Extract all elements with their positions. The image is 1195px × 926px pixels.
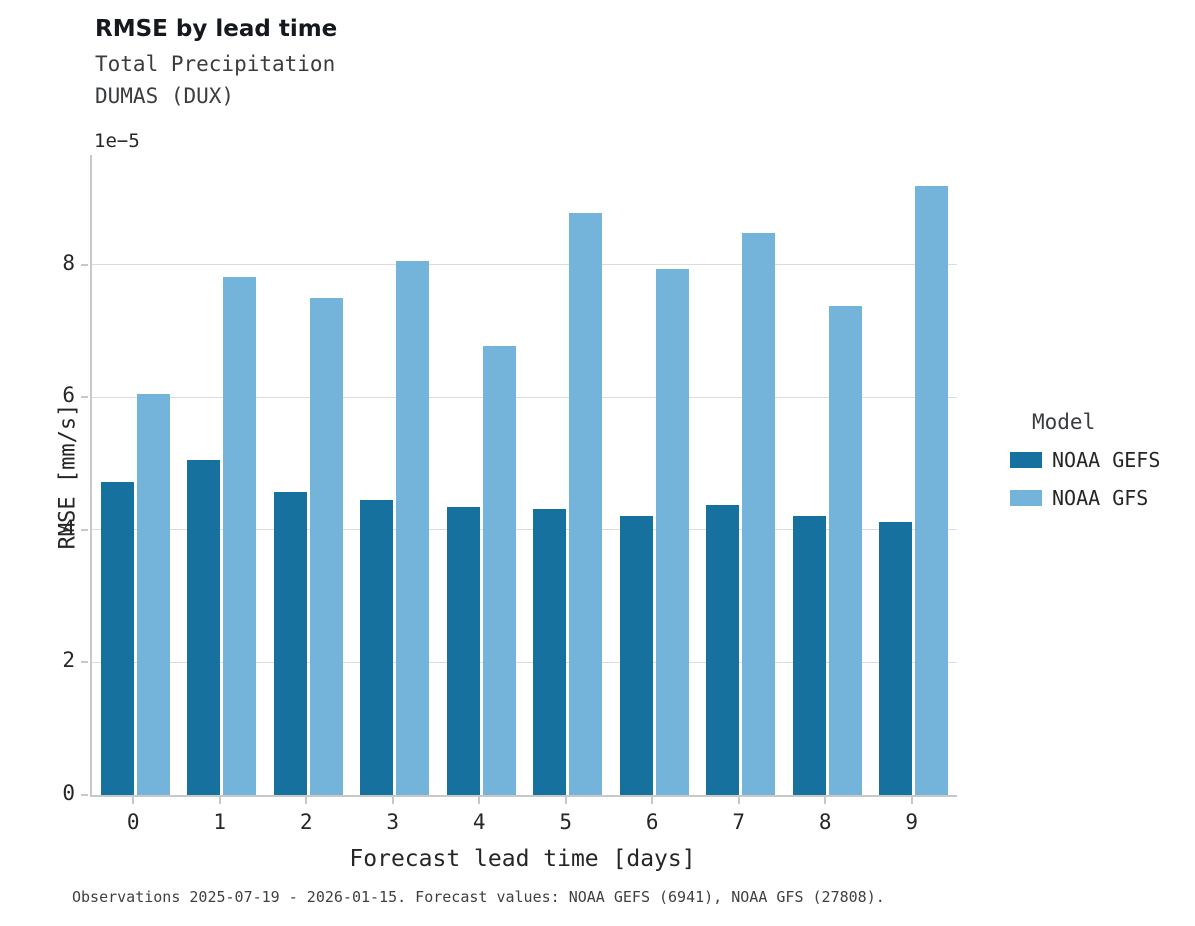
bar-group (438, 155, 525, 795)
x-tick-mark (218, 797, 221, 804)
legend-label: NOAA GFS (1052, 486, 1149, 510)
plot-area (90, 155, 957, 797)
x-axis-label: Forecast lead time [days] (349, 846, 696, 872)
bar (828, 306, 862, 795)
bar (273, 492, 307, 795)
caption: Observations 2025-07-19 - 2026-01-15. Fo… (72, 888, 885, 906)
legend-swatch (1010, 490, 1042, 506)
y-axis-offset-text: 1e−5 (94, 130, 140, 152)
bar (100, 482, 134, 795)
x-tick-label: 9 (905, 810, 919, 834)
x-tick-label: 0 (126, 810, 140, 834)
bars-container (92, 155, 957, 795)
bar (396, 261, 430, 795)
bar-group (698, 155, 785, 795)
y-tick-mark (81, 396, 88, 399)
chart-subtitle-line1: Total Precipitation (95, 52, 336, 76)
x-tick-label: 6 (645, 810, 659, 834)
legend-entries: NOAA GEFS NOAA GFS (1010, 448, 1160, 510)
x-tick-mark (132, 797, 135, 804)
bar (360, 500, 394, 795)
x-tick-mark (478, 797, 481, 804)
bar (742, 233, 776, 795)
bar-group (352, 155, 439, 795)
gridline (92, 661, 957, 663)
gridline (92, 396, 957, 398)
chart-subtitle-line2: DUMAS (DUX) (95, 84, 235, 108)
bar (482, 345, 516, 795)
x-tick-mark (564, 797, 567, 804)
bar (187, 459, 221, 795)
bar (879, 522, 913, 795)
y-tick-label: 2 (62, 648, 75, 673)
bar-group (784, 155, 871, 795)
bar (223, 276, 257, 795)
y-tick-mark (81, 528, 88, 531)
y-tick-mark (81, 794, 88, 796)
legend-swatch (1010, 452, 1042, 468)
legend-entry: NOAA GEFS (1010, 448, 1160, 472)
bar (915, 186, 949, 795)
bar-group (92, 155, 179, 795)
bar (533, 508, 567, 795)
bar (706, 504, 740, 795)
x-tick-label: 1 (213, 810, 227, 834)
x-tick-mark (391, 797, 394, 804)
y-tick-mark (81, 263, 88, 266)
bar (792, 516, 826, 795)
x-tick-label: 3 (386, 810, 400, 834)
bar (619, 516, 653, 795)
chart-title: RMSE by lead time (95, 16, 338, 42)
y-tick-label: 6 (62, 383, 75, 408)
bar (309, 298, 343, 795)
gridline (92, 529, 957, 530)
legend: Model NOAA GEFS NOAA GFS (1010, 410, 1160, 524)
x-tick-mark (737, 797, 740, 804)
y-tick-label: 8 (62, 250, 75, 275)
x-tick-label: 4 (472, 810, 486, 834)
bar (136, 394, 170, 795)
bar (655, 268, 689, 795)
bar-group (265, 155, 352, 795)
x-tick-label: 5 (559, 810, 573, 834)
x-tick-label: 8 (818, 810, 832, 834)
x-tick-mark (651, 797, 654, 804)
y-tick-mark (81, 661, 88, 664)
legend-entry: NOAA GFS (1010, 486, 1160, 510)
x-tick-mark (305, 797, 308, 804)
y-tick-label: 4 (62, 515, 75, 540)
x-tick-mark (824, 797, 827, 804)
legend-title: Model (1032, 410, 1096, 434)
gridline (92, 263, 957, 265)
bar-group (871, 155, 958, 795)
x-tick-mark (910, 797, 913, 804)
x-tick-label: 7 (732, 810, 746, 834)
legend-label: NOAA GEFS (1052, 448, 1161, 472)
bar-group (611, 155, 698, 795)
bar-group (525, 155, 612, 795)
x-tick-label: 2 (299, 810, 313, 834)
bar (569, 213, 603, 795)
y-tick-label: 0 (62, 781, 75, 805)
bar (446, 506, 480, 795)
bar-group (179, 155, 266, 795)
